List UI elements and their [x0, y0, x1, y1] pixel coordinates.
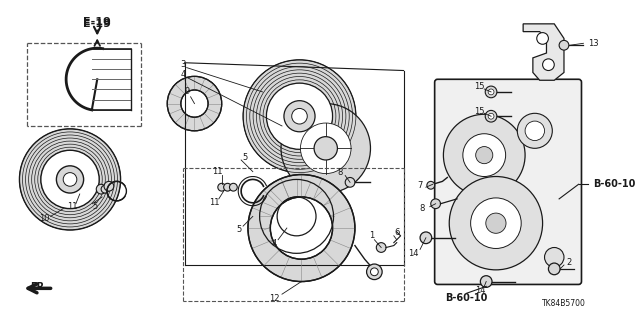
Text: 5: 5: [93, 202, 98, 211]
Circle shape: [449, 176, 543, 270]
Text: E-19: E-19: [83, 19, 111, 29]
Text: 4: 4: [180, 70, 186, 79]
Circle shape: [218, 183, 225, 191]
Text: 14: 14: [475, 286, 486, 295]
Circle shape: [486, 213, 506, 233]
Text: B-60-10: B-60-10: [445, 293, 488, 303]
Text: 8: 8: [338, 168, 343, 177]
Text: 11: 11: [67, 202, 77, 211]
Circle shape: [476, 146, 493, 164]
Circle shape: [281, 104, 371, 193]
Circle shape: [367, 264, 382, 279]
Circle shape: [543, 59, 554, 70]
Text: 5: 5: [237, 226, 242, 234]
Circle shape: [463, 134, 506, 176]
Circle shape: [167, 76, 221, 131]
Circle shape: [223, 183, 232, 191]
Text: 11: 11: [212, 167, 223, 176]
Circle shape: [96, 184, 106, 194]
Circle shape: [300, 123, 351, 174]
Text: 3: 3: [180, 60, 186, 69]
Circle shape: [101, 185, 109, 193]
Circle shape: [292, 108, 307, 124]
Circle shape: [243, 60, 356, 173]
Circle shape: [559, 41, 569, 50]
Circle shape: [537, 33, 548, 44]
Circle shape: [485, 86, 497, 98]
Circle shape: [230, 183, 237, 191]
Circle shape: [517, 113, 552, 148]
Circle shape: [420, 232, 432, 244]
Text: 6: 6: [394, 228, 399, 237]
Text: 9: 9: [184, 87, 189, 96]
Circle shape: [314, 137, 337, 160]
Text: 14: 14: [408, 249, 419, 258]
Circle shape: [431, 199, 440, 209]
Circle shape: [181, 90, 208, 117]
Circle shape: [488, 113, 494, 119]
Text: 5: 5: [243, 152, 248, 161]
Circle shape: [266, 83, 333, 149]
Circle shape: [525, 121, 545, 141]
Circle shape: [56, 166, 84, 193]
Circle shape: [371, 268, 378, 276]
Circle shape: [277, 197, 316, 236]
Polygon shape: [523, 24, 564, 80]
Text: B-60-10: B-60-10: [593, 179, 636, 189]
Circle shape: [248, 174, 355, 282]
Circle shape: [104, 182, 114, 191]
Circle shape: [19, 129, 120, 230]
Text: 10: 10: [40, 214, 50, 223]
Circle shape: [284, 101, 315, 132]
Circle shape: [270, 197, 333, 259]
Text: 15: 15: [474, 82, 484, 91]
Circle shape: [63, 173, 77, 186]
Circle shape: [260, 179, 333, 253]
Text: 4: 4: [271, 239, 277, 248]
Circle shape: [470, 198, 521, 249]
Circle shape: [548, 263, 560, 275]
Text: 2: 2: [566, 257, 572, 267]
Circle shape: [481, 276, 492, 287]
Text: E-19: E-19: [83, 17, 111, 27]
Circle shape: [545, 248, 564, 267]
Circle shape: [427, 182, 435, 189]
Text: 15: 15: [474, 107, 484, 116]
Text: 8: 8: [420, 204, 425, 213]
Circle shape: [488, 89, 494, 95]
Text: 7: 7: [417, 181, 423, 190]
Circle shape: [345, 177, 355, 187]
FancyBboxPatch shape: [435, 79, 582, 285]
Text: 12: 12: [269, 293, 280, 302]
Text: FR.: FR.: [31, 282, 49, 293]
Circle shape: [376, 243, 386, 252]
Circle shape: [485, 110, 497, 122]
Circle shape: [41, 150, 99, 209]
Text: 1: 1: [369, 231, 374, 240]
Text: TK84B5700: TK84B5700: [542, 300, 586, 308]
Circle shape: [444, 114, 525, 196]
Text: 13: 13: [588, 39, 599, 48]
Text: 11: 11: [209, 198, 219, 207]
